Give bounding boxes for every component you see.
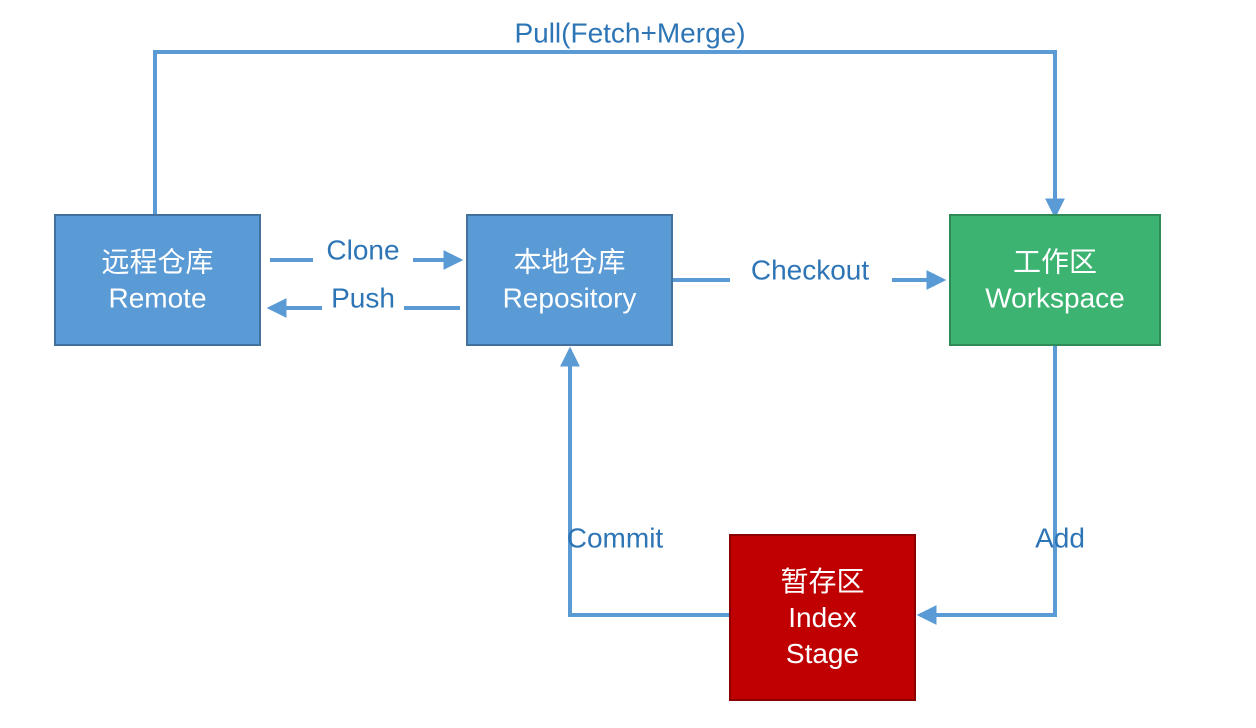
node-index: 暂存区 Index Stage xyxy=(730,535,915,700)
edge-clone: Clone xyxy=(270,234,460,265)
edge-push: Push xyxy=(270,282,460,313)
node-repo-label_cn: 本地仓库 xyxy=(513,246,625,277)
node-remote-label_cn: 远程仓库 xyxy=(101,246,213,277)
node-repo: 本地仓库 Repository xyxy=(467,215,672,345)
edge-label-pull: Pull(Fetch+Merge) xyxy=(514,17,745,48)
node-index-label_cn: 暂存区 xyxy=(780,566,864,597)
node-workspace-label_en: Workspace xyxy=(985,282,1125,313)
edge-label-push: Push xyxy=(331,282,395,313)
edge-label-checkout: Checkout xyxy=(751,254,870,285)
node-index-label_en: Index xyxy=(788,602,857,633)
edge-pull: Pull(Fetch+Merge) xyxy=(155,17,1055,215)
node-workspace-label_cn: 工作区 xyxy=(1013,246,1097,277)
node-remote-label_en: Remote xyxy=(108,282,206,313)
edge-add: Add xyxy=(920,345,1085,615)
edge-commit: Commit xyxy=(567,350,730,615)
node-repo-label_en: Repository xyxy=(503,282,637,313)
node-remote: 远程仓库 Remote xyxy=(55,215,260,345)
node-index-label_en2: Stage xyxy=(786,638,859,669)
edge-label-commit: Commit xyxy=(567,522,664,553)
edge-label-clone: Clone xyxy=(326,234,399,265)
edge-checkout: Checkout xyxy=(672,254,943,285)
edge-label-add: Add xyxy=(1035,522,1085,553)
node-workspace: 工作区 Workspace xyxy=(950,215,1160,345)
